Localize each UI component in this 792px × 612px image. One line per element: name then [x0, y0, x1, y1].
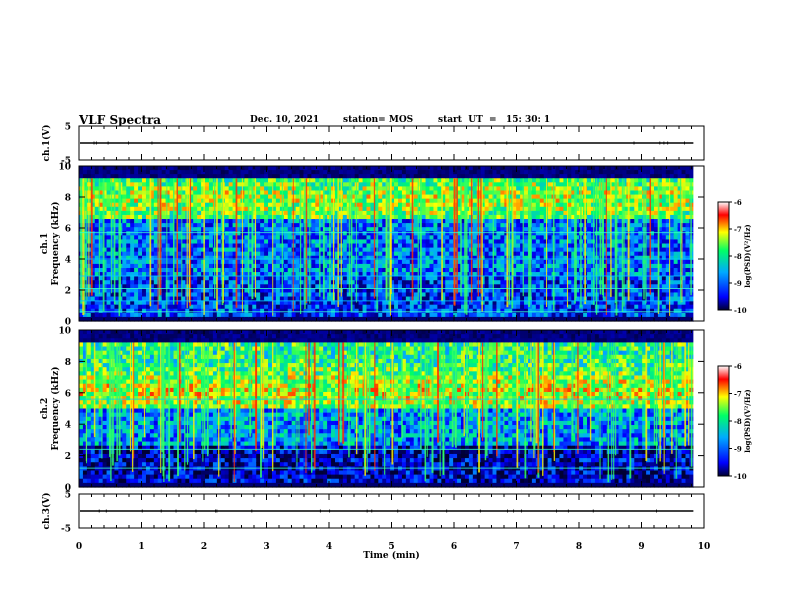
header-start-time: start UT = 15: 30: 1	[438, 115, 551, 125]
ch2-spectrogram-colorbar-tick-label: -8	[734, 417, 742, 426]
ytick-label-1-1: 2	[65, 287, 71, 297]
ch1-spectrogram-ylabel: Frequency (kHz)	[50, 201, 61, 285]
x-axis-label: Time (min)	[363, 550, 420, 561]
ch1-spectrogram-empty-tail	[693, 166, 704, 321]
ytick-label-2-5: 10	[58, 327, 71, 337]
ytick-label-3-0: 5	[65, 491, 71, 501]
xtick-label-10: 10	[698, 542, 711, 552]
xtick-label-9: 9	[638, 542, 644, 552]
xtick-label-6: 6	[451, 542, 457, 552]
xtick-label-4: 4	[326, 542, 332, 552]
ch1-spectrogram-image	[79, 166, 704, 322]
ch1-spectrogram-colorbar	[717, 201, 730, 311]
ytick-label-0-0: 5	[65, 123, 71, 133]
xtick-label-2: 2	[201, 542, 207, 552]
ytick-label-2-0: 0	[65, 484, 71, 494]
ytick-label-1-4: 8	[65, 194, 71, 204]
ch2-spectrogram-colorbar-tick-label: -6	[734, 362, 742, 371]
ch2-spectrogram-ylabel: Frequency (kHz)	[50, 366, 61, 450]
ytick-label-2-4: 8	[65, 358, 71, 368]
ch1-spectrogram-colorbar-tick-label: -6	[734, 198, 742, 207]
ch1-spectrogram-colorbar-tick-label: -8	[734, 252, 742, 261]
ytick-label-1-3: 6	[65, 225, 71, 235]
ch1-spectrogram-colorbar-tick-label: -7	[734, 225, 742, 234]
ytick-label-2-2: 4	[65, 421, 71, 431]
xtick-label-3: 3	[263, 542, 269, 552]
ytick-label-2-1: 2	[65, 452, 71, 462]
header-date: Dec. 10, 2021	[250, 115, 320, 125]
header-station: station= MOS	[343, 115, 414, 125]
figure-title: VLF Spectra	[79, 113, 162, 127]
ch2-spectrogram-colorbar-label: log(PSD)(V²/Hz)	[743, 389, 752, 453]
xtick-label-1: 1	[138, 542, 144, 552]
xtick-label-8: 8	[576, 542, 582, 552]
ytick-label-3-1: -5	[61, 525, 71, 535]
ch1-spectrogram-channel-label: ch.1	[40, 233, 50, 254]
ch1-waveform-ylabel: ch.1(V)	[41, 125, 52, 162]
xtick-label-0: 0	[76, 542, 82, 552]
ch2-spectrogram-colorbar-tick-label: -9	[734, 445, 742, 454]
ch3-waveform-ylabel: ch.3(V)	[41, 493, 52, 530]
ch1-spectrogram-colorbar-tick-label: -9	[734, 279, 742, 288]
ytick-label-1-0: 0	[65, 318, 71, 328]
ytick-label-2-3: 6	[65, 389, 71, 399]
ch2-spectrogram-channel-label: ch.2	[40, 398, 50, 419]
ch2-spectrogram-colorbar-tick-label: -10	[734, 472, 747, 481]
ch1-spectrogram-colorbar-label: log(PSD)(V²/Hz)	[743, 224, 752, 288]
ch2-spectrogram-colorbar-tick-label: -7	[734, 390, 742, 399]
xtick-label-5: 5	[388, 542, 394, 552]
ytick-label-0-1: -5	[61, 157, 71, 167]
ytick-label-1-5: 10	[58, 163, 71, 173]
ch1-spectrogram-colorbar-tick-label: -10	[734, 306, 747, 315]
ytick-label-1-2: 4	[65, 256, 71, 266]
xtick-label-7: 7	[513, 542, 519, 552]
ch2-spectrogram-image	[79, 330, 704, 488]
ch2-spectrogram-empty-tail	[693, 330, 704, 487]
ch2-spectrogram-colorbar	[717, 365, 730, 477]
